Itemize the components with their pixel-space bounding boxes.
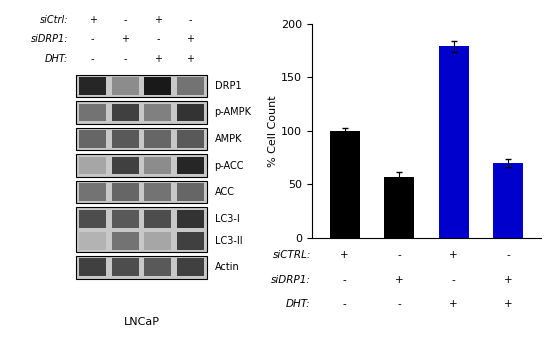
Bar — [76, 181, 207, 203]
Bar — [177, 130, 204, 148]
Text: DRP1: DRP1 — [215, 81, 241, 91]
Bar — [145, 77, 171, 95]
Bar — [79, 210, 106, 227]
Bar — [493, 163, 523, 238]
Bar — [76, 101, 207, 124]
Bar — [177, 232, 204, 250]
Text: DHT:: DHT: — [45, 54, 68, 64]
Bar — [76, 75, 207, 97]
Text: LC3-II: LC3-II — [215, 236, 242, 246]
Bar — [79, 258, 106, 276]
Text: -: - — [452, 275, 455, 285]
Bar — [112, 183, 139, 201]
Bar — [76, 181, 207, 203]
Bar — [79, 183, 106, 201]
Text: p-ACC: p-ACC — [215, 160, 244, 171]
Bar — [76, 128, 207, 150]
Bar — [177, 258, 204, 276]
Text: +: + — [449, 250, 458, 260]
Text: LC3-I: LC3-I — [215, 214, 240, 224]
Text: +: + — [449, 299, 458, 309]
Bar — [112, 157, 139, 174]
Bar — [145, 210, 171, 227]
Text: +: + — [154, 54, 162, 64]
Text: -: - — [397, 299, 401, 309]
Bar — [439, 46, 469, 238]
Bar — [145, 232, 171, 250]
Bar — [177, 77, 204, 95]
Text: +: + — [395, 275, 404, 285]
Bar — [177, 157, 204, 174]
Bar — [177, 183, 204, 201]
Bar — [330, 131, 359, 238]
Bar — [112, 258, 139, 276]
Text: -: - — [91, 34, 94, 44]
Text: -: - — [343, 275, 347, 285]
Text: siCtrl:: siCtrl: — [40, 15, 68, 25]
Text: -: - — [343, 299, 347, 309]
Y-axis label: % Cell Count: % Cell Count — [268, 95, 278, 167]
Text: +: + — [89, 15, 97, 25]
Text: DHT:: DHT: — [286, 299, 311, 309]
Bar — [112, 210, 139, 227]
Bar — [145, 258, 171, 276]
Text: +: + — [154, 15, 162, 25]
Text: +: + — [187, 54, 194, 64]
Bar — [79, 104, 106, 121]
Text: -: - — [189, 15, 192, 25]
Text: +: + — [121, 34, 129, 44]
Text: LNCaP: LNCaP — [124, 317, 160, 327]
Text: -: - — [124, 54, 127, 64]
Bar — [76, 230, 207, 252]
Bar — [112, 104, 139, 121]
Text: -: - — [124, 15, 127, 25]
Text: -: - — [397, 250, 401, 260]
Bar — [145, 104, 171, 121]
Bar — [112, 130, 139, 148]
Bar — [145, 130, 171, 148]
Text: -: - — [91, 54, 94, 64]
Text: +: + — [187, 34, 194, 44]
Bar — [112, 232, 139, 250]
Bar — [112, 77, 139, 95]
Bar — [79, 77, 106, 95]
Text: -: - — [506, 250, 510, 260]
Text: +: + — [504, 275, 513, 285]
Bar — [384, 177, 414, 238]
Bar — [79, 232, 106, 250]
Bar — [76, 207, 207, 252]
Bar — [76, 75, 207, 97]
Text: -: - — [156, 34, 160, 44]
Bar — [76, 207, 207, 230]
Text: AMPK: AMPK — [215, 134, 242, 144]
Text: p-AMPK: p-AMPK — [215, 107, 252, 118]
Bar — [79, 130, 106, 148]
Text: siCTRL:: siCTRL: — [273, 250, 311, 260]
Bar — [145, 157, 171, 174]
Bar — [145, 183, 171, 201]
Bar — [76, 101, 207, 124]
Text: ACC: ACC — [215, 187, 235, 197]
Text: +: + — [340, 250, 349, 260]
Bar — [76, 154, 207, 177]
Bar — [76, 154, 207, 177]
Bar — [76, 256, 207, 278]
Bar — [177, 104, 204, 121]
Bar — [76, 256, 207, 278]
Bar — [177, 210, 204, 227]
Text: Actin: Actin — [215, 262, 240, 272]
Bar — [76, 128, 207, 150]
Text: siDRP1:: siDRP1: — [31, 34, 68, 44]
Text: +: + — [504, 299, 513, 309]
Bar — [79, 157, 106, 174]
Text: siDRP1:: siDRP1: — [271, 275, 311, 285]
